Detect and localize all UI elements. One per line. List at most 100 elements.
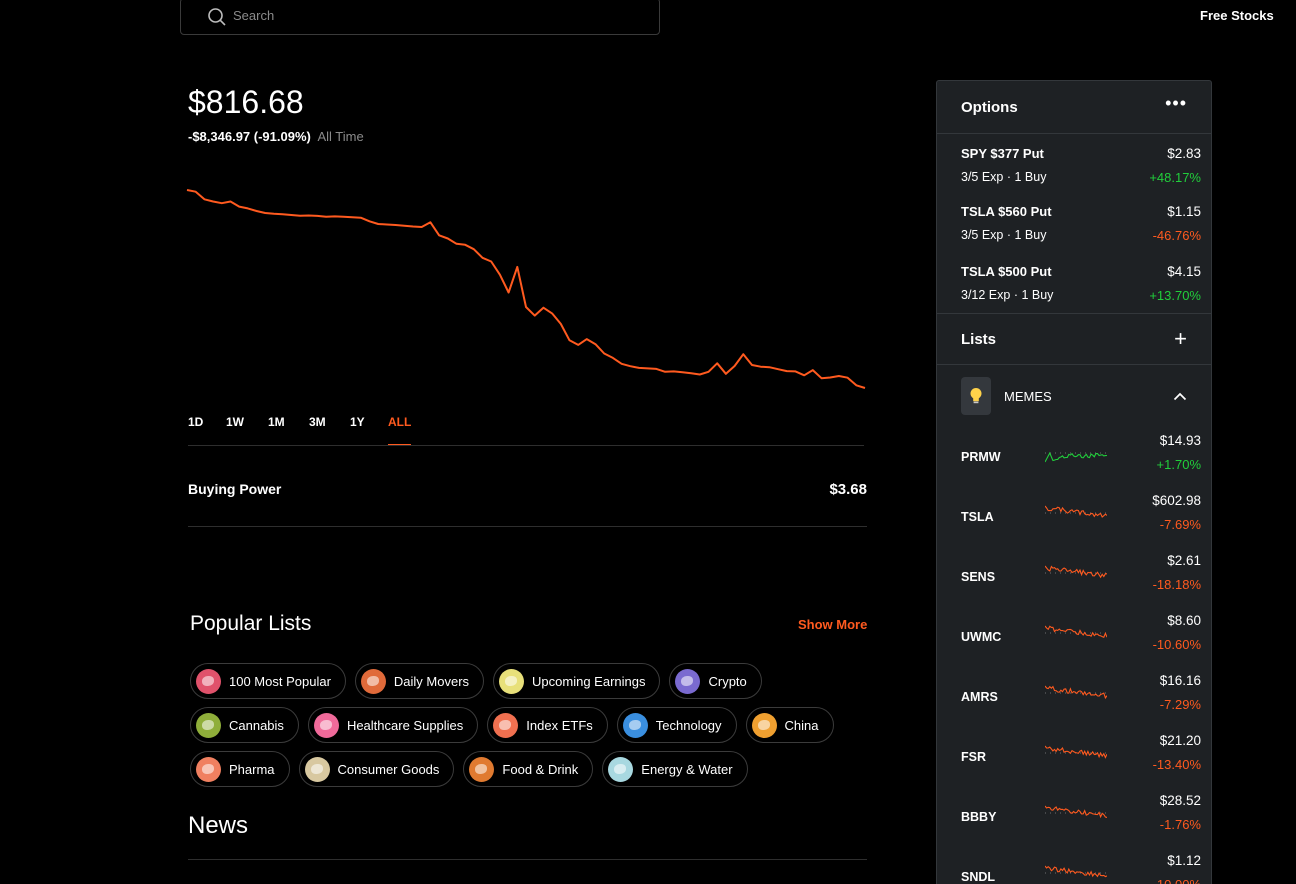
china-icon xyxy=(751,712,777,738)
watchlist-stock[interactable]: SENS $2.61 -18.18% xyxy=(937,547,1211,607)
list-chip-label: Technology xyxy=(655,717,722,733)
range-1w[interactable]: 1W xyxy=(226,415,244,429)
watchlist-sidebar: Options ••• SPY $377 Put 3/5 Exp · 1 Buy $… xyxy=(936,80,1212,884)
stock-values: $8.60 -10.60% xyxy=(1153,613,1201,652)
list-chip[interactable]: Cannabis xyxy=(190,707,299,743)
range-all[interactable]: ALL xyxy=(388,414,412,446)
time-range-selector: 1D 1W 1M 3M 1Y ALL xyxy=(188,414,412,446)
search-bar[interactable] xyxy=(180,0,660,35)
option-change: +48.17% xyxy=(1149,170,1201,185)
stock-change: -18.18% xyxy=(1152,577,1201,592)
list-chip-label: Healthcare Supplies xyxy=(346,717,464,733)
list-chip-label: Crypto xyxy=(708,673,747,689)
list-chip[interactable]: Energy & Water xyxy=(602,751,748,787)
option-info: TSLA $560 Put 3/5 Exp · 1 Buy xyxy=(961,204,1052,254)
range-1d[interactable]: 1D xyxy=(188,415,204,429)
stock-sparkline xyxy=(1045,625,1107,639)
stock-change: -13.40% xyxy=(1152,757,1201,772)
portfolio-change-period: All Time xyxy=(317,129,364,144)
show-more-link[interactable]: Show More xyxy=(798,617,868,632)
option-position[interactable]: SPY $377 Put 3/5 Exp · 1 Buy $2.83 +48.17% xyxy=(937,134,1211,194)
chip-row: Cannabis Healthcare Supplies Index ETFs Tec… xyxy=(190,707,870,743)
stock-sparkline xyxy=(1045,685,1107,700)
stock-symbol: PRMW xyxy=(961,450,1001,464)
watchlist-stock[interactable]: AMRS $16.16 -7.29% xyxy=(937,667,1211,727)
buying-power-amount: $3.68 xyxy=(829,481,867,498)
watchlist-stock[interactable]: PRMW $14.93 +1.70% xyxy=(937,427,1211,487)
food-icon xyxy=(469,756,495,782)
stock-values: $2.61 -18.18% xyxy=(1153,553,1201,592)
search-input[interactable] xyxy=(233,8,633,23)
list-memes[interactable]: MEMES xyxy=(937,365,1211,427)
list-memes-label: MEMES xyxy=(1004,388,1052,404)
option-values: $2.83 +48.17% xyxy=(1149,146,1201,194)
stock-price: $14.93 xyxy=(1159,433,1201,448)
chip-row: 100 Most Popular Daily Movers Upcoming Ear… xyxy=(190,663,870,699)
stock-change: +1.70% xyxy=(1156,457,1201,472)
crypto-icon xyxy=(675,668,701,694)
list-chip[interactable]: Consumer Goods xyxy=(298,751,455,787)
stock-price: $8.60 xyxy=(1167,613,1201,628)
watchlist-stock[interactable]: UWMC $8.60 -10.60% xyxy=(937,607,1211,667)
list-chip-label: Daily Movers xyxy=(393,673,470,689)
list-chip[interactable]: Pharma xyxy=(190,751,290,787)
option-values: $1.15 -46.76% xyxy=(1153,204,1201,254)
stock-values: $28.52 -1.76% xyxy=(1160,793,1201,832)
more-options-icon[interactable]: ••• xyxy=(1165,93,1187,113)
news-title: News xyxy=(188,812,249,839)
stock-symbol: UWMC xyxy=(961,630,1002,644)
chip-row: Pharma Consumer Goods Food & Drink Energy &… xyxy=(190,751,870,787)
technology-icon xyxy=(622,712,648,738)
portfolio-chart[interactable] xyxy=(186,180,866,395)
add-list-icon[interactable]: + xyxy=(1174,326,1187,351)
option-details: 3/12 Exp · 1 Buy xyxy=(961,288,1054,302)
option-info: TSLA $500 Put 3/12 Exp · 1 Buy xyxy=(961,264,1053,314)
divider xyxy=(188,859,867,860)
watchlist-stock[interactable]: SNDL $1.12 -10.00% xyxy=(937,847,1211,884)
free-stocks-link[interactable]: Free Stocks xyxy=(1200,8,1274,23)
stock-change: -10.00% xyxy=(1153,877,1201,884)
list-chip[interactable]: Daily Movers xyxy=(354,663,485,699)
options-title: Options xyxy=(961,98,1018,116)
option-position[interactable]: TSLA $500 Put 3/12 Exp · 1 Buy $4.15 +13.70… xyxy=(937,254,1211,314)
watchlist-stock[interactable]: TSLA $602.98 -7.69% xyxy=(937,487,1211,547)
stock-sparkline xyxy=(1045,505,1107,518)
list-chip[interactable]: Upcoming Earnings xyxy=(493,663,661,699)
option-price: $1.15 xyxy=(1167,204,1201,219)
watchlist-stock[interactable]: FSR $21.20 -13.40% xyxy=(937,727,1211,787)
watchlist-stock[interactable]: BBBY $28.52 -1.76% xyxy=(937,787,1211,847)
stock-price: $28.52 xyxy=(1159,793,1201,808)
list-chip[interactable]: Food & Drink xyxy=(463,751,594,787)
stock-values: $21.20 -13.40% xyxy=(1153,733,1201,772)
stock-sparkline xyxy=(1045,745,1107,759)
range-1y[interactable]: 1Y xyxy=(350,415,365,429)
option-name: TSLA $500 Put xyxy=(961,264,1052,279)
range-3m[interactable]: 3M xyxy=(309,415,326,429)
list-chip[interactable]: China xyxy=(745,707,834,743)
list-chip-label: Upcoming Earnings xyxy=(532,673,646,689)
list-chip[interactable]: 100 Most Popular xyxy=(190,663,346,699)
buying-power-row[interactable]: Buying Power $3.68 xyxy=(188,481,867,498)
chevron-up-icon[interactable] xyxy=(1173,392,1187,401)
list-chip-label: China xyxy=(784,717,819,733)
list-chip[interactable]: Crypto xyxy=(669,663,762,699)
list-chip[interactable]: Healthcare Supplies xyxy=(307,707,479,743)
stock-change: -7.29% xyxy=(1159,697,1201,712)
lists-title: Lists xyxy=(961,330,997,348)
list-chip-label: Cannabis xyxy=(229,717,284,733)
movers-icon xyxy=(360,668,386,694)
list-chip[interactable]: Technology xyxy=(616,707,737,743)
stock-change: -1.76% xyxy=(1159,817,1201,832)
stock-price: $1.12 xyxy=(1167,853,1201,868)
option-details: 3/5 Exp · 1 Buy xyxy=(961,170,1047,184)
list-chip[interactable]: Index ETFs xyxy=(487,707,608,743)
stock-values: $16.16 -7.29% xyxy=(1160,673,1201,712)
option-change: -46.76% xyxy=(1152,228,1201,243)
stock-symbol: TSLA xyxy=(961,510,994,524)
option-name: TSLA $560 Put xyxy=(961,204,1052,219)
range-1m[interactable]: 1M xyxy=(268,415,285,429)
pharma-icon xyxy=(196,756,221,782)
option-position[interactable]: TSLA $560 Put 3/5 Exp · 1 Buy $1.15 -46.76% xyxy=(937,194,1211,254)
options-list: SPY $377 Put 3/5 Exp · 1 Buy $2.83 +48.17% T… xyxy=(937,134,1211,314)
memes-stock-list: PRMW $14.93 +1.70% TSLA $602.98 -7.69% SENS $2.… xyxy=(937,427,1211,884)
